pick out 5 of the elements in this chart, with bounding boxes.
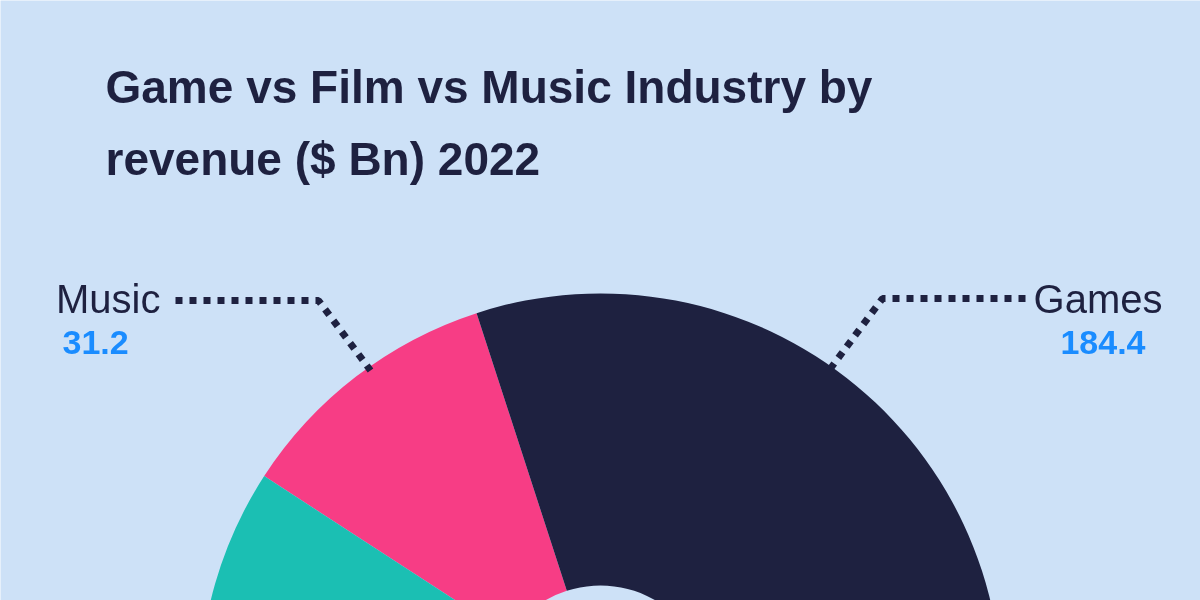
slice-label: Music	[56, 276, 161, 321]
data-label: 184.4	[1060, 323, 1146, 361]
data-label: 31.2	[62, 323, 129, 361]
slice-label: Games	[1033, 276, 1163, 321]
chart-title: Game vs Film vs Music Industry by revenue ($ Bn) 2022	[105, 60, 873, 185]
